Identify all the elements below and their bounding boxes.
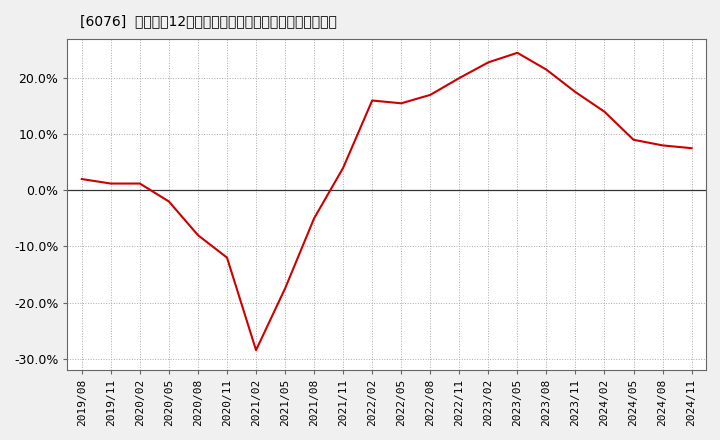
Text: [6076]  売上高の12か月移動合計の対前年同期増減率の推移: [6076] 売上高の12か月移動合計の対前年同期増減率の推移 [80, 14, 337, 28]
